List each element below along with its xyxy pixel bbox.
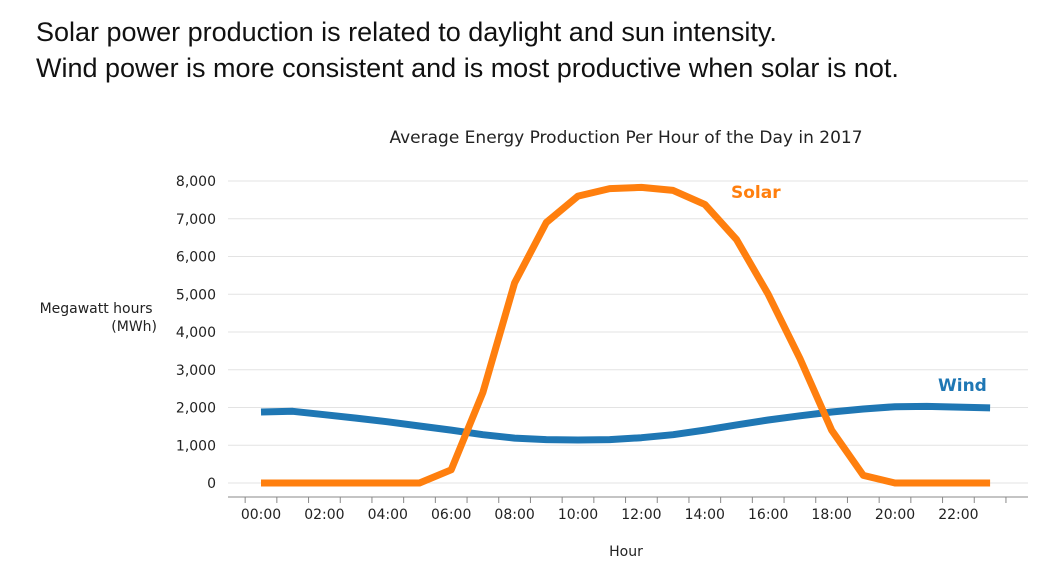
grid-lines (228, 180, 1028, 484)
x-tick-label: 10:00 (558, 507, 598, 523)
x-tick-label: 18:00 (811, 507, 851, 523)
x-tick-label: 04:00 (368, 507, 408, 523)
x-tick-label: 16:00 (748, 507, 788, 523)
series-line-solar (261, 183, 991, 487)
y-tick-label: 1,000 (176, 438, 216, 454)
x-tick-label: 14:00 (685, 507, 725, 523)
series-line-wind (260, 402, 991, 444)
headline-line-1: Solar power production is related to day… (36, 17, 777, 47)
y-tick-label: 4,000 (176, 325, 216, 341)
y-tick-label: 0 (207, 476, 216, 492)
y-tick-label: 7,000 (176, 212, 216, 228)
slide-headline: Solar power production is related to day… (36, 14, 1036, 86)
y-tick-label: 3,000 (176, 363, 216, 379)
y-axis-label: Megawatt hours (MWh) (40, 301, 157, 335)
x-tick-label: 06:00 (431, 507, 471, 523)
x-tick-label: 00:00 (241, 507, 281, 523)
x-tick-label: 08:00 (494, 507, 534, 523)
y-tick-label: 5,000 (176, 287, 216, 303)
headline-line-2: Wind power is more consistent and is mos… (36, 53, 899, 83)
y-tick-label: 2,000 (176, 401, 216, 417)
y-axis-ticks: 0 1,000 2,000 3,000 4,000 5,000 6,000 7,000 8,00… (176, 174, 216, 492)
x-axis-ticks: 00:00 02:00 04:00 06:00 08:00 10:00 12:00 14:00… (241, 497, 1007, 523)
y-tick-label: 8,000 (176, 174, 216, 190)
series-label-wind: Wind (938, 376, 987, 396)
x-tick-label: 20:00 (875, 507, 915, 523)
y-tick-label: 6,000 (176, 250, 216, 266)
x-tick-label: 12:00 (621, 507, 661, 523)
x-axis-label: Hour (609, 544, 643, 560)
x-tick-label: 22:00 (938, 507, 978, 523)
chart-title: Average Energy Production Per Hour of th… (389, 128, 862, 148)
series-lines (260, 183, 991, 487)
series-label-solar: Solar (731, 183, 781, 203)
x-tick-label: 02:00 (304, 507, 344, 523)
